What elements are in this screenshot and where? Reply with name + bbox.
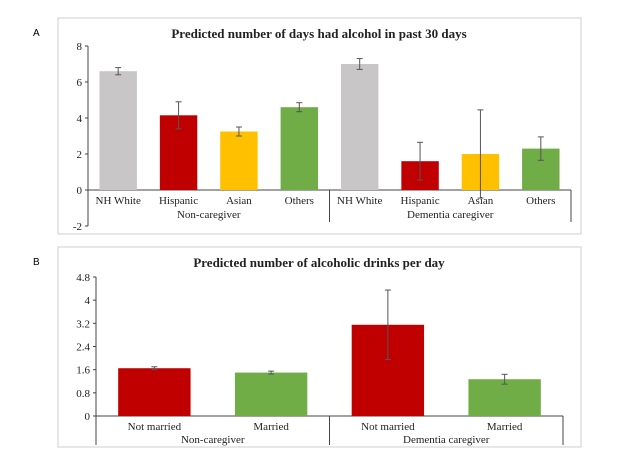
y-tick-label: 4 xyxy=(77,113,83,125)
bar xyxy=(280,107,319,190)
bar xyxy=(220,131,258,190)
y-tick-label: 2.4 xyxy=(76,342,90,354)
bar xyxy=(468,379,541,416)
x-category-label: NH White xyxy=(96,195,141,207)
y-tick-label: 0 xyxy=(85,411,91,423)
y-tick-label: -2 xyxy=(73,221,82,233)
y-tick-label: 3.2 xyxy=(76,318,90,330)
x-category-label: Married xyxy=(487,421,523,433)
y-tick-label: 2 xyxy=(77,149,83,161)
x-category-label: Others xyxy=(285,195,314,207)
panel-a-frame xyxy=(57,17,582,235)
group-label: Dementia caregiver xyxy=(403,434,490,446)
y-tick-label: 4.8 xyxy=(76,272,90,284)
y-tick-label: 0 xyxy=(77,185,83,197)
x-category-label: Not married xyxy=(128,421,182,433)
group-label: Dementia caregiver xyxy=(407,209,494,221)
y-tick-label: 0.8 xyxy=(76,388,90,400)
x-category-label: Hispanic xyxy=(159,195,198,207)
panel-b-frame xyxy=(57,246,582,448)
x-category-label: Hispanic xyxy=(401,195,440,207)
panel-b-title: Predicted number of alcoholic drinks per… xyxy=(193,255,445,270)
x-category-label: Others xyxy=(526,195,555,207)
group-label: Non-caregiver xyxy=(177,209,241,221)
panel-b-plot: 4.8 4 3.2 2.4 1.6 0.8 0 Not married Married Not m… xyxy=(76,272,564,446)
bar xyxy=(99,71,137,190)
y-tick-label: 1.6 xyxy=(76,365,90,377)
x-category-label: Married xyxy=(253,421,289,433)
y-tick-label: 8 xyxy=(77,41,83,53)
x-category-label: NH White xyxy=(337,195,382,207)
bar xyxy=(340,64,379,190)
bar xyxy=(118,368,191,416)
x-category-label: Asian xyxy=(226,195,252,207)
group-label: Non-caregiver xyxy=(181,434,245,446)
x-category-label: Asian xyxy=(468,195,494,207)
y-tick-label: 6 xyxy=(77,77,83,89)
x-category-label: Not married xyxy=(361,421,415,433)
panel-a-plot: 8 6 4 2 0 -2 NH White Hispanic Asian Others NH Whi… xyxy=(73,41,572,233)
panel-a-title: Predicted number of days had alcohol in … xyxy=(171,26,466,41)
y-tick-label: 4 xyxy=(85,295,91,307)
panel-label-a: A xyxy=(33,28,40,39)
panel-label-b: B xyxy=(33,257,40,268)
bar xyxy=(234,372,308,416)
